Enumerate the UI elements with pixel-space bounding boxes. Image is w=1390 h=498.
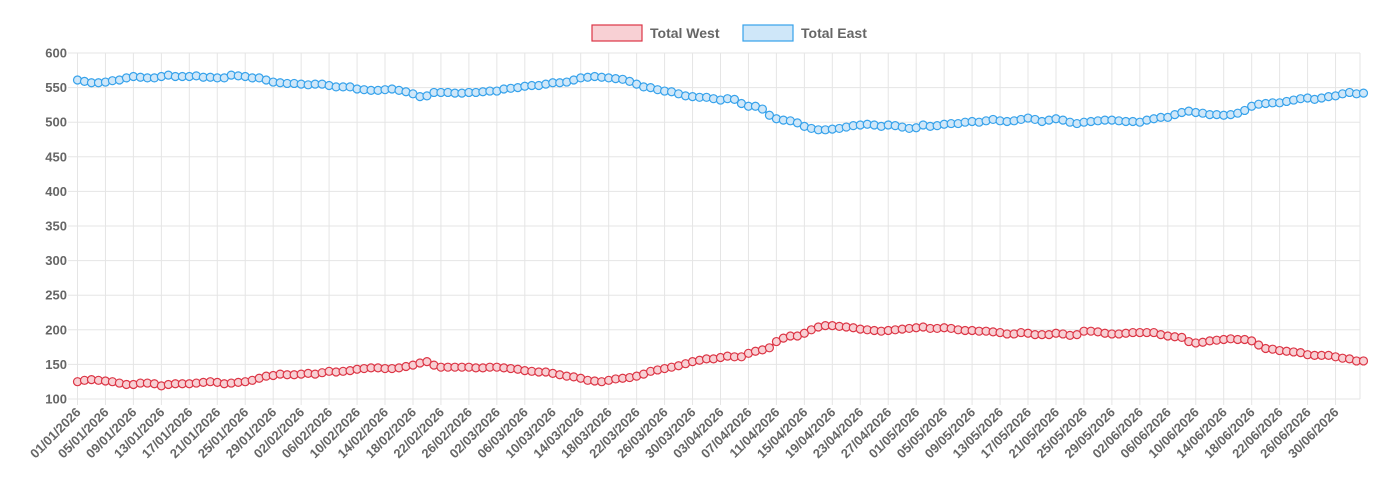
y-tick-label: 550 [45,80,67,95]
y-tick-label: 250 [45,288,67,303]
legend-item-total-east[interactable]: Total East [742,24,867,42]
data-point [1247,336,1257,346]
data-point [1358,88,1369,98]
series-layer [72,70,1369,391]
data-point [1240,105,1250,116]
y-tick-label: 400 [45,184,67,199]
data-point [729,94,740,104]
legend-item-total-west[interactable]: Total West [591,24,720,42]
y-tick-label: 300 [45,253,67,268]
y-tick-label: 150 [45,357,67,372]
data-point [764,343,775,353]
y-tick-label: 450 [45,149,67,164]
y-tick-label: 200 [45,322,67,337]
series-total-east [72,70,1369,135]
series-total-west [72,321,1369,391]
y-tick-label: 100 [45,392,67,407]
data-point [757,104,768,114]
legend-label: Total West [650,25,720,41]
y-tick-label: 350 [45,219,67,234]
grid [68,52,1361,405]
legend-swatch [591,24,643,42]
data-point [1177,332,1187,343]
legend-swatch [742,24,794,42]
data-point [1358,356,1369,366]
y-tick-label: 500 [45,115,67,130]
legend: Total West Total East [591,24,867,42]
y-tick-label: 600 [45,46,67,61]
legend-label: Total East [801,25,867,41]
